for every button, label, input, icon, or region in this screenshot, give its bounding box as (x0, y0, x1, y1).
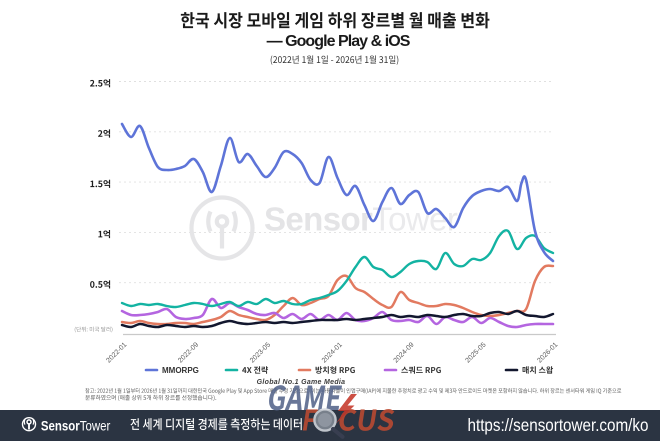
svg-text:MMORPG: MMORPG (162, 366, 199, 375)
svg-text:— Google Play & iOS: — Google Play & iOS (267, 33, 411, 50)
svg-text:SensorTower: SensorTower (264, 201, 458, 238)
svg-text:Global No.1 Game Media: Global No.1 Game Media (257, 379, 346, 386)
svg-text:https://sensortower.com/ko: https://sensortower.com/ko (468, 415, 649, 436)
svg-text:SensorTower: SensorTower (41, 418, 110, 433)
